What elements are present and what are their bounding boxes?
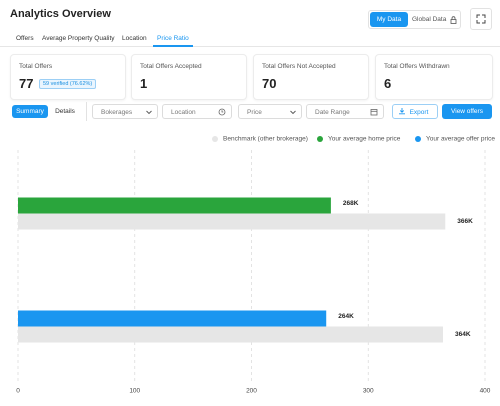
stat-card: Total Offers Withdrawn 6 bbox=[375, 54, 493, 100]
value-label: 268K bbox=[343, 200, 359, 207]
card-value: 77 bbox=[19, 76, 34, 91]
value-label: 366K bbox=[457, 218, 473, 225]
x-tick-label: 100 bbox=[129, 388, 140, 395]
value-label: 264K bbox=[338, 313, 354, 320]
export-label: Export bbox=[409, 109, 429, 116]
card-value: 6 bbox=[384, 76, 392, 91]
select-label: Bokerages bbox=[101, 109, 133, 116]
expand-button[interactable] bbox=[470, 8, 492, 30]
stat-card: Total Offers 77 59 verified (76.62%) bbox=[10, 54, 126, 100]
verified-badge: 59 verified (76.62%) bbox=[39, 79, 97, 89]
card-value: 1 bbox=[140, 76, 148, 91]
chevron-icon bbox=[146, 110, 152, 115]
separator bbox=[86, 102, 87, 121]
card-value: 70 bbox=[262, 76, 277, 91]
bar bbox=[18, 213, 446, 230]
tab-active[interactable]: Price Ratio bbox=[157, 35, 189, 42]
select-label: Location bbox=[171, 109, 196, 116]
download-icon bbox=[399, 108, 405, 115]
card-label: Total Offers Accepted bbox=[140, 63, 202, 70]
x-tick-label: 400 bbox=[480, 388, 491, 395]
clock-icon bbox=[218, 108, 226, 116]
tab[interactable]: Location bbox=[122, 35, 147, 42]
date-range-select[interactable]: Date Range bbox=[306, 104, 384, 119]
legend-swatch bbox=[415, 136, 421, 142]
tab[interactable]: Offers bbox=[16, 35, 34, 42]
x-tick-label: 300 bbox=[363, 388, 374, 395]
details-button[interactable]: Details bbox=[55, 108, 75, 115]
chevron-icon bbox=[290, 110, 296, 115]
stat-card: Total Offers Not Accepted 70 bbox=[253, 54, 369, 100]
legend-label: Your average home price bbox=[328, 136, 401, 143]
expand-icon bbox=[476, 14, 486, 24]
page-title: Analytics Overview bbox=[10, 8, 111, 20]
brokerage-select[interactable]: Bokerages bbox=[92, 104, 158, 119]
calendar-icon bbox=[370, 109, 378, 116]
card-label: Total Offers bbox=[19, 63, 53, 70]
my-data-toggle[interactable]: My Data bbox=[370, 12, 408, 27]
chart: Benchmark (other brokerage) Your average … bbox=[16, 136, 495, 395]
select-label: Date Range bbox=[315, 109, 350, 116]
legend-swatch bbox=[212, 136, 218, 142]
x-tick-label: 200 bbox=[246, 388, 257, 395]
x-tick-label: 0 bbox=[16, 388, 20, 395]
tab[interactable]: Average Property Quality bbox=[42, 35, 115, 42]
legend-label: Your average offer price bbox=[426, 136, 495, 143]
legend-label: Benchmark (other brokerage) bbox=[223, 136, 308, 143]
export-button[interactable]: Export bbox=[392, 104, 438, 119]
location-select[interactable]: Location bbox=[162, 104, 232, 119]
bar bbox=[18, 326, 443, 343]
global-data-toggle[interactable]: Global Data bbox=[412, 16, 447, 23]
legend-swatch bbox=[317, 136, 323, 142]
select-label: Price bbox=[247, 109, 262, 116]
view-offers-button[interactable]: View offers bbox=[442, 104, 492, 119]
price-select[interactable]: Price bbox=[238, 104, 302, 119]
stat-card: Total Offers Accepted 1 bbox=[131, 54, 247, 100]
card-label: Total Offers Not Accepted bbox=[262, 63, 336, 70]
summary-button[interactable]: Summary bbox=[12, 105, 48, 118]
tab-divider bbox=[0, 46, 500, 47]
lock-icon bbox=[450, 16, 457, 24]
bar bbox=[18, 310, 327, 327]
value-label: 364K bbox=[455, 331, 471, 338]
bar bbox=[18, 197, 331, 214]
card-label: Total Offers Withdrawn bbox=[384, 63, 450, 70]
tab-underline bbox=[153, 45, 193, 47]
toggle-group bbox=[368, 10, 461, 29]
